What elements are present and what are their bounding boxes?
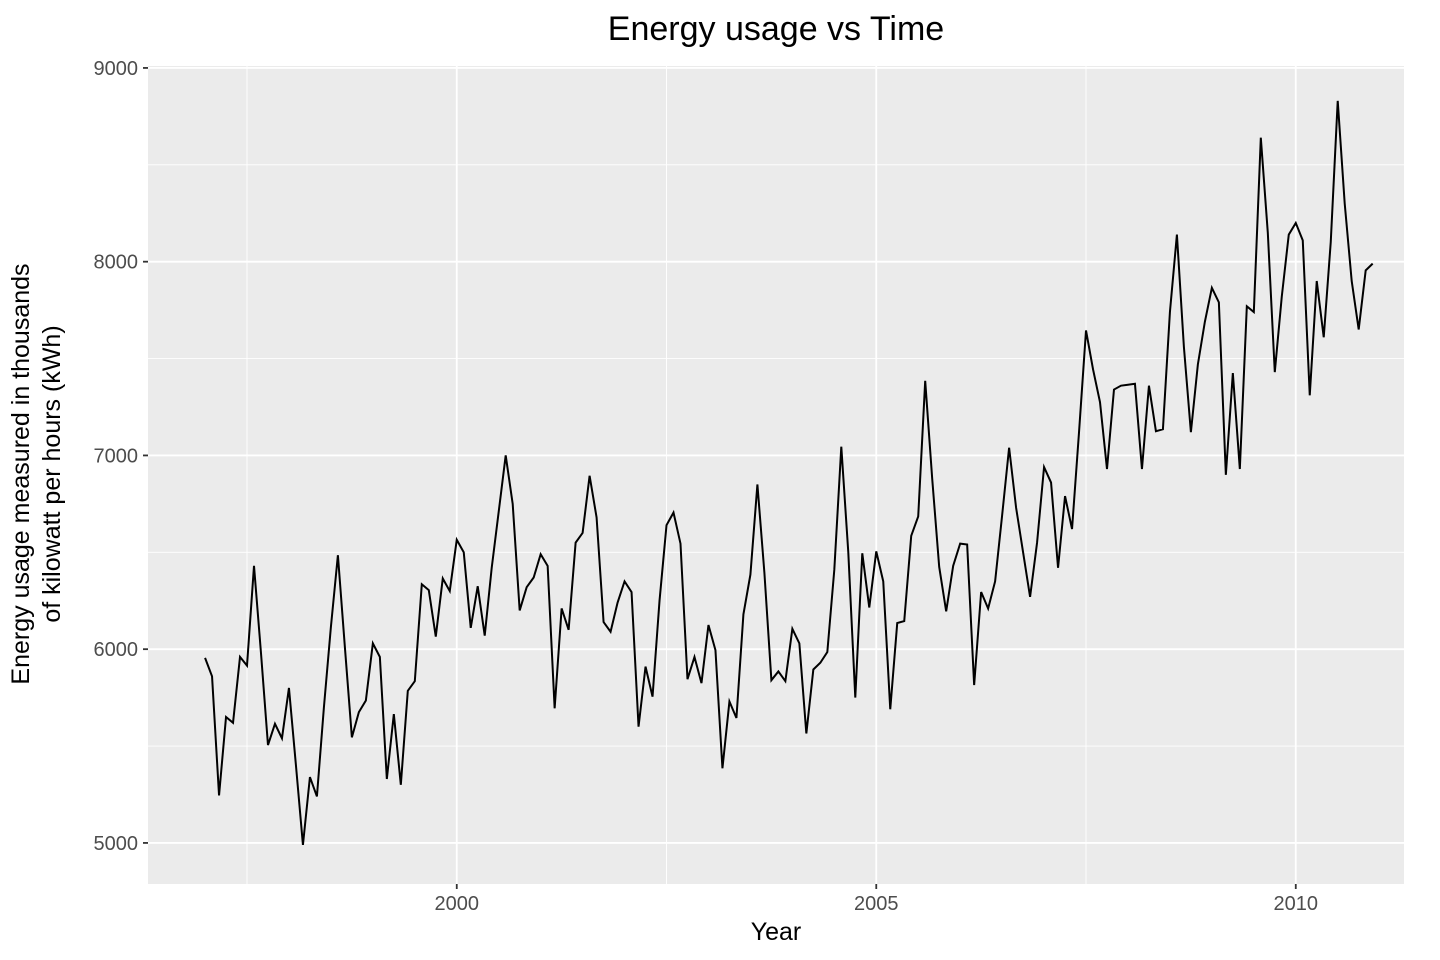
- x-tick-label: 2010: [1274, 893, 1319, 915]
- x-tick-label: 2005: [854, 893, 899, 915]
- y-tick-label: 6000: [94, 639, 139, 661]
- y-tick-label: 5000: [94, 833, 139, 855]
- x-axis-title: Year: [750, 918, 802, 946]
- y-axis-title: Energy usage measured in thousands of ki…: [6, 65, 68, 883]
- data-line: [204, 100, 1374, 845]
- x-tick-label: 2000: [435, 893, 480, 915]
- y-axis-title-line1: Energy usage measured in thousands: [7, 263, 35, 685]
- chart-title: Energy usage vs Time: [607, 10, 945, 48]
- y-axis-title-line2: of kilowatt per hours (kWh): [38, 325, 66, 623]
- y-tick-label: 8000: [94, 252, 139, 274]
- y-tick-label: 7000: [94, 445, 139, 467]
- y-tick-label: 9000: [94, 58, 139, 80]
- panel-background: [148, 66, 1404, 884]
